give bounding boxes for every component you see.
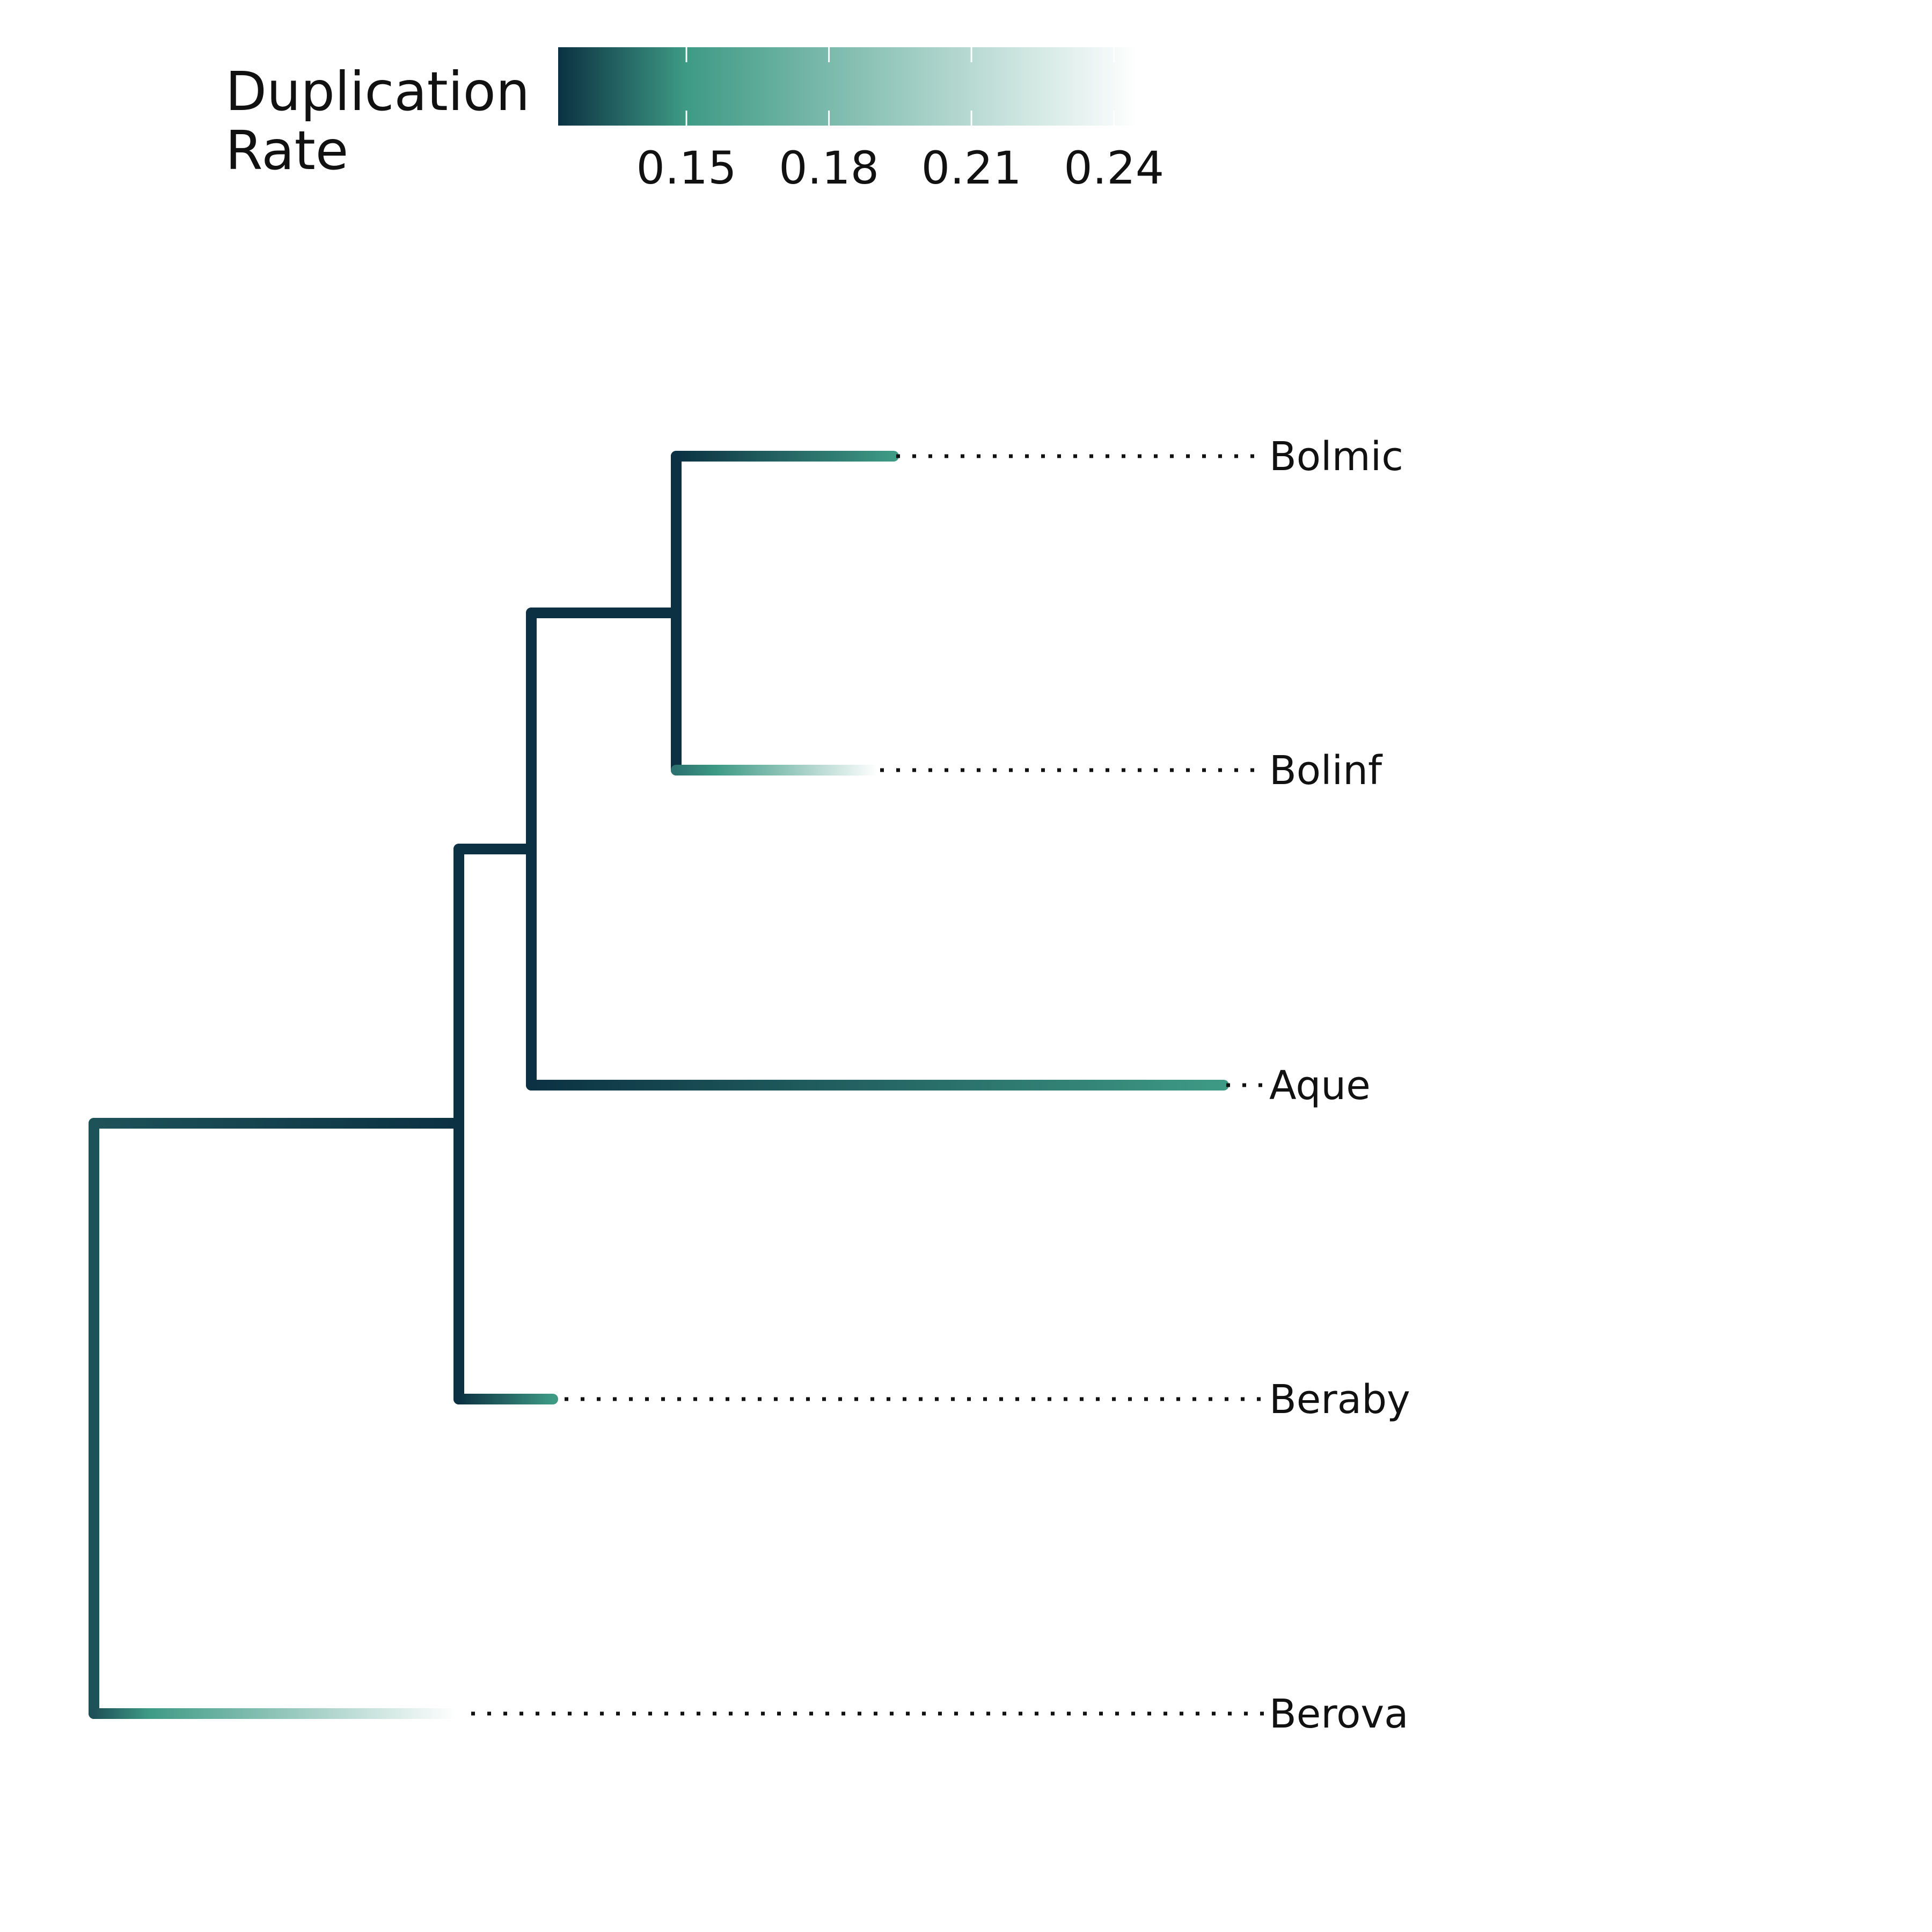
tip-labels: Bolmic Bolinf Aque Beraby Berova	[1269, 434, 1410, 1737]
tree-branches	[89, 451, 1229, 1719]
legend-tick-label: 0.21	[921, 142, 1022, 194]
legend-colorbar	[558, 47, 1138, 126]
color-legend: Duplication Rate 0.15 0.18 0.21 0.24	[225, 47, 1164, 194]
legend-ticks: 0.15 0.18 0.21 0.24	[636, 47, 1164, 194]
tip-leader-lines	[471, 454, 1267, 1716]
tip-label-bolmic: Bolmic	[1269, 434, 1403, 480]
tip-label-beraby: Beraby	[1269, 1377, 1410, 1423]
legend-title-line2: Rate	[225, 119, 348, 182]
tip-label-aque: Aque	[1269, 1063, 1371, 1109]
tip-label-bolinf: Bolinf	[1269, 748, 1383, 794]
legend-tick-label: 0.24	[1064, 142, 1164, 194]
legend-tick-label: 0.15	[636, 142, 737, 194]
legend-tick-label: 0.18	[779, 142, 879, 194]
tip-label-berova: Berova	[1269, 1691, 1409, 1737]
legend-title-line1: Duplication	[225, 60, 530, 123]
